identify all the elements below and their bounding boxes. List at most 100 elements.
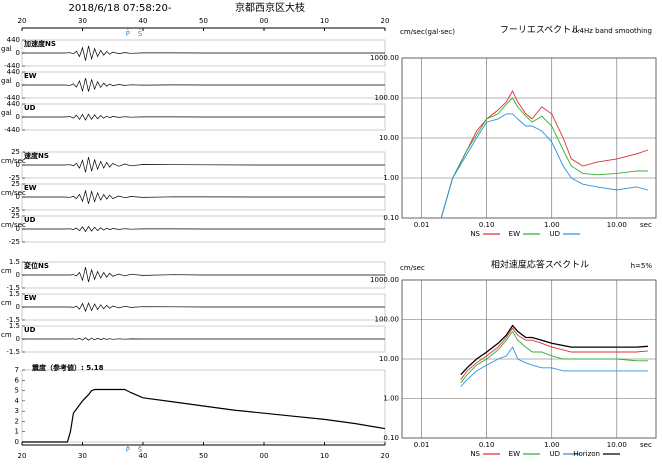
y-tick-label: 100.00 [375, 94, 400, 102]
x-tick-label: 10.00 [607, 441, 627, 449]
x-tick-label: 0.10 [479, 441, 495, 449]
y-tick-label: 7 [15, 366, 19, 374]
phase-label: P [126, 446, 130, 454]
trace-unit: gal [1, 45, 12, 53]
y-tick-label: 1.5 [9, 322, 20, 330]
legend-label: NS [470, 230, 480, 238]
y-tick-label: 100.00 [375, 316, 400, 324]
y-tick-label: -440 [4, 62, 20, 70]
x-tick-label: 0.01 [414, 441, 430, 449]
y-tick-label: 1.00 [383, 174, 399, 182]
fourier-y-label: cm/sec(gal·sec) [400, 28, 455, 36]
trace-unit: cm/sec [1, 221, 26, 229]
legend-label: EW [509, 450, 520, 458]
x-tick-label: 00 [260, 17, 269, 25]
y-tick-label: 25 [11, 212, 20, 220]
x-tick-label: 10 [320, 452, 329, 460]
x-axis-label: sec [640, 221, 652, 229]
y-tick-label: -1.5 [6, 316, 20, 324]
x-tick-label: 40 [139, 17, 148, 25]
x-tick-label: 20 [18, 452, 27, 460]
y-tick-label: -25 [9, 238, 20, 246]
trace-label: 変位NS [24, 261, 49, 270]
spectrum-line [440, 113, 649, 219]
y-tick-label: 10.00 [379, 355, 399, 363]
waveform [22, 78, 385, 93]
x-tick-label: 0.10 [479, 221, 495, 229]
x-tick-label: 10.00 [607, 221, 627, 229]
trace-unit: cm [1, 267, 12, 275]
legend-label: EW [509, 230, 520, 238]
waveform [22, 302, 385, 313]
trace-label: 加速度NS [23, 39, 56, 48]
x-tick-label: 1.00 [544, 221, 560, 229]
y-tick-label: 440 [7, 36, 20, 44]
phase-label: S [138, 446, 143, 454]
spectrum-line [460, 330, 648, 384]
x-tick-label: 30 [78, 17, 87, 25]
y-tick-label: -25 [9, 206, 20, 214]
spectrum-line [460, 324, 648, 376]
y-tick-label: 1.5 [9, 258, 20, 266]
x-tick-label: 0.01 [414, 221, 430, 229]
y-tick-label: 440 [7, 68, 20, 76]
y-tick-label: 0 [16, 113, 20, 121]
y-tick-label: -1.5 [6, 348, 20, 356]
y-tick-label: -440 [4, 94, 20, 102]
y-tick-label: 5 [15, 387, 19, 395]
trace-unit: gal [1, 109, 12, 117]
trace-label: UD [24, 216, 36, 224]
spectrum-line [440, 90, 649, 219]
x-tick-label: 50 [199, 17, 208, 25]
waveform [22, 267, 385, 282]
x-tick-label: 30 [78, 452, 87, 460]
y-tick-label: -25 [9, 174, 20, 182]
trace-label: UD [24, 104, 36, 112]
y-tick-label: 0.10 [383, 434, 399, 442]
y-tick-label: 0 [16, 193, 20, 201]
trace-unit: cm/sec [1, 157, 26, 165]
waveform [22, 225, 385, 233]
y-tick-label: 2 [15, 417, 19, 425]
intensity-note: 震度（参考値）: 5.18 [31, 363, 104, 372]
x-tick-label: 40 [139, 452, 148, 460]
waveform [22, 157, 385, 173]
x-tick-label: 10 [320, 17, 329, 25]
y-tick-label: 25 [11, 180, 20, 188]
y-tick-label: 1000.00 [370, 54, 399, 62]
trace-label: EW [24, 294, 37, 302]
y-tick-label: 10.00 [379, 134, 399, 142]
y-tick-label: 1.00 [383, 395, 399, 403]
y-tick-label: 4 [15, 397, 20, 405]
trace-label: UD [24, 326, 36, 334]
intensity-line [22, 388, 386, 443]
y-tick-label: 1.5 [9, 290, 20, 298]
y-tick-label: 1000.00 [370, 276, 399, 284]
x-tick-label: 00 [260, 452, 269, 460]
spectrum-line [440, 97, 648, 219]
y-tick-label: 1 [15, 428, 19, 436]
response-title: 相対速度応答スペクトル [491, 259, 589, 271]
y-tick-label: 440 [7, 100, 20, 108]
fourier-subtitle: 0.4Hz band smoothing [573, 27, 652, 35]
y-tick-label: 0 [16, 81, 20, 89]
trace-label: 速度NS [24, 151, 49, 160]
y-tick-label: 0 [15, 438, 19, 446]
spectrum-line [460, 327, 648, 380]
response-subtitle: h=5% [631, 262, 653, 270]
x-tick-label: 1.00 [544, 441, 560, 449]
fourier-title: フーリエスペクトル [500, 25, 580, 36]
trace-unit: cm [1, 331, 12, 339]
record-time: 2018/6/18 07:58:20- [69, 3, 172, 14]
legend-label: Horizon [573, 450, 600, 458]
trace-label: EW [24, 184, 37, 192]
y-tick-label: 25 [11, 148, 20, 156]
legend-label: UD [549, 450, 560, 458]
y-tick-label: 0 [16, 335, 20, 343]
waveform [22, 45, 385, 61]
x-axis-label: sec [640, 441, 652, 449]
y-tick-label: -440 [4, 126, 20, 134]
y-tick-label: 0 [16, 225, 20, 233]
trace-label: EW [24, 72, 37, 80]
